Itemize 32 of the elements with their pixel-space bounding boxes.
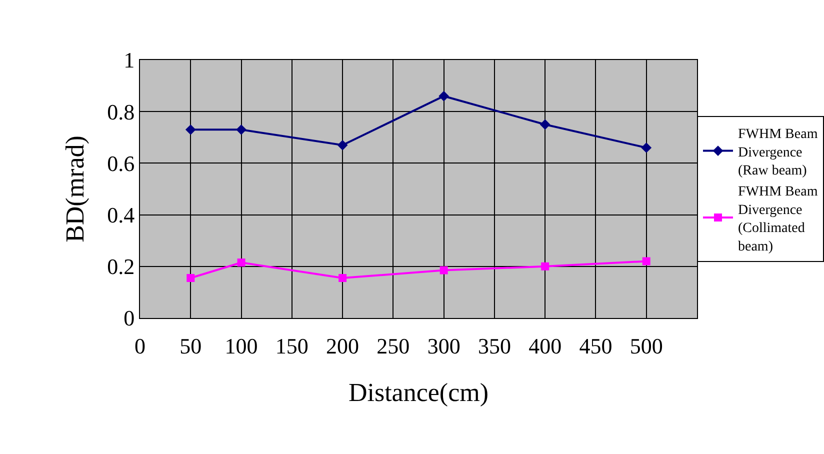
x-tick-label: 350 xyxy=(478,333,511,358)
y-tick-label: 0 xyxy=(124,306,135,331)
y-axis-title: BD(mrad) xyxy=(60,136,90,242)
x-axis-title: Distance(cm) xyxy=(348,378,489,408)
y-tick-label: 0.8 xyxy=(107,99,135,124)
x-tick-label: 250 xyxy=(376,333,410,358)
x-tick-label: 450 xyxy=(579,333,612,358)
point xyxy=(186,274,195,282)
point xyxy=(337,140,348,150)
y-tick-label: 0.2 xyxy=(107,254,135,280)
point xyxy=(237,258,246,267)
point xyxy=(440,266,448,274)
point xyxy=(641,142,652,153)
legend-label: FWHM Beam Divergence (Raw beam) xyxy=(738,127,818,178)
point xyxy=(185,124,196,135)
x-tick-label: 100 xyxy=(224,333,258,358)
x-tick-label: 150 xyxy=(275,333,308,358)
point xyxy=(236,124,246,135)
point xyxy=(438,90,450,102)
x-tick-label: 300 xyxy=(427,333,460,358)
y-tick-label: 0.4 xyxy=(107,202,135,228)
x-tick-label: 50 xyxy=(180,333,202,358)
point xyxy=(541,262,550,270)
x-tick-label: 500 xyxy=(630,333,663,358)
point xyxy=(540,119,550,130)
y-tick-label: 0.6 xyxy=(107,150,135,176)
x-tick-label: 400 xyxy=(528,333,562,358)
x-tick-label: 200 xyxy=(326,333,360,358)
legend-label: FWHM Beam Divergence (Collimated beam) xyxy=(738,184,818,254)
point xyxy=(338,274,347,282)
y-tick-label: 1 xyxy=(124,48,135,73)
point xyxy=(642,257,650,266)
